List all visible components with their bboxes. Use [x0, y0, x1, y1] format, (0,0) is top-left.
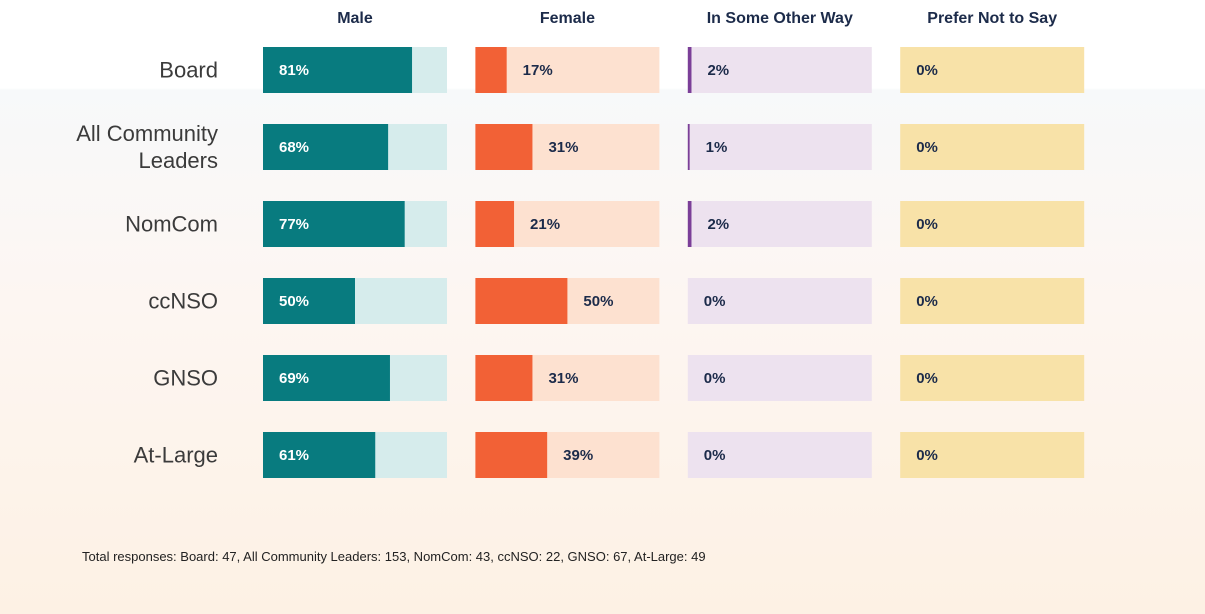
bar-track: [687, 124, 872, 170]
category-label: At-Large: [133, 442, 218, 468]
value-label: 0%: [916, 447, 938, 464]
value-label: 31%: [548, 139, 578, 156]
bar-track: [900, 432, 1085, 478]
value-label: 39%: [563, 447, 593, 464]
value-label: 31%: [548, 370, 578, 387]
category-label: NomCom: [125, 211, 218, 237]
value-label: 69%: [279, 370, 309, 387]
value-label: 0%: [916, 293, 938, 310]
value-label: 50%: [583, 293, 613, 310]
category-label: Board: [159, 57, 218, 83]
category-label: All Community Leaders: [76, 121, 218, 173]
footnote: Total responses: Board: 47, All Communit…: [82, 549, 706, 564]
value-label: 21%: [530, 216, 560, 233]
series-header: Male: [337, 10, 373, 27]
bar-track: [900, 355, 1085, 401]
value-label: 81%: [279, 62, 309, 79]
value-label: 2%: [707, 216, 729, 233]
bar-track: [687, 355, 872, 401]
value-label: 68%: [279, 139, 309, 156]
bar-track: [900, 278, 1085, 324]
value-label: 0%: [704, 293, 726, 310]
value-label: 0%: [704, 370, 726, 387]
value-label: 50%: [279, 293, 309, 310]
bar-track: [687, 278, 872, 324]
value-label: 77%: [279, 216, 309, 233]
bar: [475, 124, 533, 170]
bar-track: [687, 432, 872, 478]
bar-track: [900, 47, 1085, 93]
bar: [263, 47, 413, 93]
value-label: 0%: [704, 447, 726, 464]
bar: [475, 432, 548, 478]
category-label: GNSO: [153, 365, 218, 391]
value-label: 0%: [916, 139, 938, 156]
bar: [687, 201, 692, 247]
bar: [263, 124, 389, 170]
bar: [687, 124, 690, 170]
series-header: Female: [540, 10, 595, 27]
bar: [263, 432, 376, 478]
bar: [263, 201, 405, 247]
bar: [475, 47, 507, 93]
category-label: ccNSO: [148, 288, 218, 314]
bar: [263, 355, 390, 401]
bar: [475, 278, 568, 324]
series-header: In Some Other Way: [707, 10, 853, 27]
bar-track: [687, 47, 872, 93]
bar-track: [900, 201, 1085, 247]
value-label: 1%: [706, 139, 728, 156]
value-label: 0%: [916, 370, 938, 387]
value-label: 2%: [707, 62, 729, 79]
series-header: Prefer Not to Say: [927, 10, 1057, 27]
value-label: 61%: [279, 447, 309, 464]
bar: [475, 355, 533, 401]
bar-track: [687, 201, 872, 247]
bar: [263, 278, 355, 324]
bar: [475, 201, 515, 247]
bar-track: [900, 124, 1085, 170]
value-label: 0%: [916, 62, 938, 79]
bar: [687, 47, 692, 93]
value-label: 0%: [916, 216, 938, 233]
value-label: 17%: [523, 62, 553, 79]
